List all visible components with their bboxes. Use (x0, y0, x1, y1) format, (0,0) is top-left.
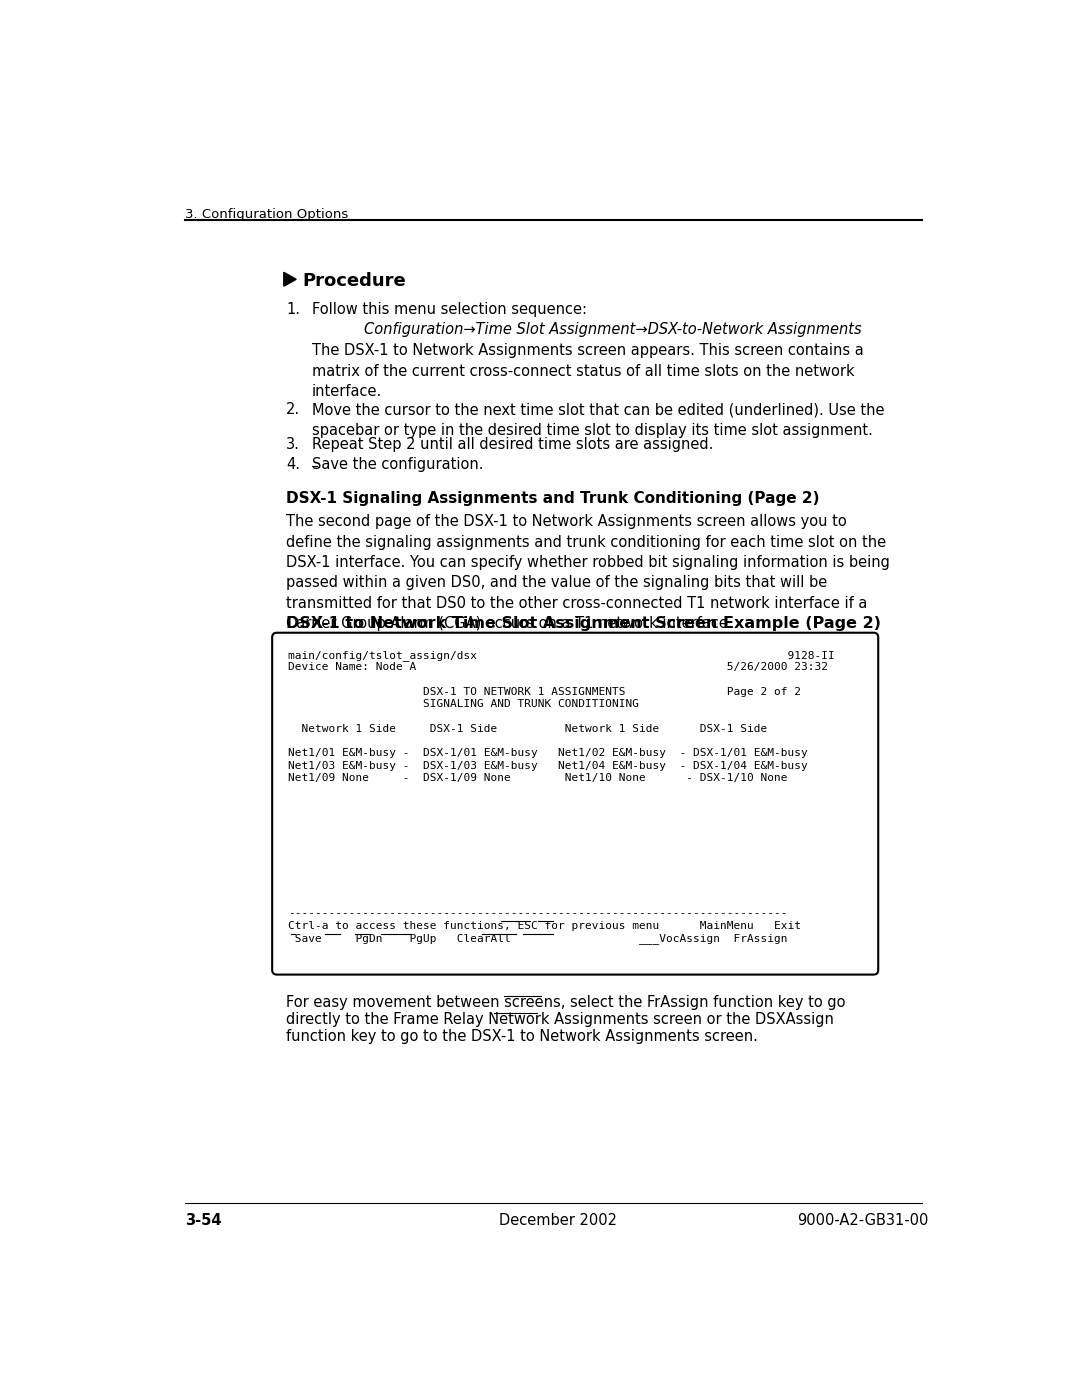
Text: December 2002: December 2002 (499, 1214, 618, 1228)
Text: DSX-1 to Network Time Slot Assignment Screen Example (Page 2): DSX-1 to Network Time Slot Assignment Sc… (286, 616, 881, 631)
Text: Net1/01 E&M-busy -  DSX-1/01 E&M-busy   Net1/02 E&M-busy  - DSX-1/01 E&M-busy: Net1/01 E&M-busy - DSX-1/01 E&M-busy Net… (287, 749, 808, 759)
Text: Repeat Step 2 until all desired time slots are assigned.: Repeat Step 2 until all desired time slo… (312, 437, 713, 453)
Text: Procedure: Procedure (302, 272, 406, 291)
Polygon shape (284, 272, 296, 286)
Text: function key to go to the DSX-1 to Network Assignments screen.: function key to go to the DSX-1 to Netwo… (286, 1030, 758, 1045)
FancyBboxPatch shape (272, 633, 878, 975)
Text: For easy movement between screens, select the FrAssign function key to go: For easy movement between screens, selec… (286, 996, 846, 1010)
Text: Follow this menu selection sequence:: Follow this menu selection sequence: (312, 302, 586, 317)
Text: 3. Configuration Options: 3. Configuration Options (186, 208, 349, 221)
Text: 3-54: 3-54 (186, 1214, 221, 1228)
Text: Device Name: Node A                                              5/26/2000 23:32: Device Name: Node A 5/26/2000 23:32 (287, 662, 827, 672)
Text: 3.: 3. (286, 437, 300, 453)
Text: Move the cursor to the next time slot that can be edited (underlined). Use the
s: Move the cursor to the next time slot th… (312, 402, 885, 437)
Text: 1.: 1. (286, 302, 300, 317)
Text: --------------------------------------------------------------------------: ----------------------------------------… (287, 908, 787, 918)
Text: DSX-1 Signaling Assignments and Trunk Conditioning (Page 2): DSX-1 Signaling Assignments and Trunk Co… (286, 490, 820, 506)
Text: Net1/09 None     -  DSX-1/09 None        Net1/10 None      - DSX-1/10 None: Net1/09 None - DSX-1/09 None Net1/10 Non… (287, 773, 787, 782)
Text: SIGNALING AND TRUNK CONDITIONING: SIGNALING AND TRUNK CONDITIONING (287, 698, 638, 708)
Text: 4.: 4. (286, 457, 300, 472)
Text: 2.: 2. (286, 402, 300, 418)
Text: directly to the Frame Relay Network Assignments screen or the DSXAssign: directly to the Frame Relay Network Assi… (286, 1013, 834, 1027)
Text: Net1/03 E&M-busy -  DSX-1/03 E&M-busy   Net1/04 E&M-busy  - DSX-1/04 E&M-busy: Net1/03 E&M-busy - DSX-1/03 E&M-busy Net… (287, 760, 808, 771)
Text: Configuration→Time Slot Assignment→DSX-to-Network Assignments: Configuration→Time Slot Assignment→DSX-t… (364, 321, 861, 337)
Text: 9000-A2-GB31-00: 9000-A2-GB31-00 (798, 1214, 929, 1228)
Text: Ctrl-a to access these functions, ESC for previous menu      MainMenu   Exit: Ctrl-a to access these functions, ESC fo… (287, 921, 800, 930)
Text: Save the configuration.: Save the configuration. (312, 457, 483, 472)
Text: DSX-1 TO NETWORK 1 ASSIGNMENTS               Page 2 of 2: DSX-1 TO NETWORK 1 ASSIGNMENTS Page 2 of… (287, 686, 800, 697)
Text: Save     PgDn    PgUp   ClearAll                   ___VocAssign  FrAssign: Save PgDn PgUp ClearAll ___VocAssign FrA… (287, 933, 787, 944)
Text: main/config/tslot_assign/dsx                                              9128-I: main/config/tslot_assign/dsx 9128-I (287, 650, 835, 661)
Text: The second page of the DSX-1 to Network Assignments screen allows you to
define : The second page of the DSX-1 to Network … (286, 514, 890, 631)
Text: The DSX-1 to Network Assignments screen appears. This screen contains a
matrix o: The DSX-1 to Network Assignments screen … (312, 344, 863, 400)
Text: Network 1 Side     DSX-1 Side          Network 1 Side      DSX-1 Side: Network 1 Side DSX-1 Side Network 1 Side… (287, 724, 767, 733)
